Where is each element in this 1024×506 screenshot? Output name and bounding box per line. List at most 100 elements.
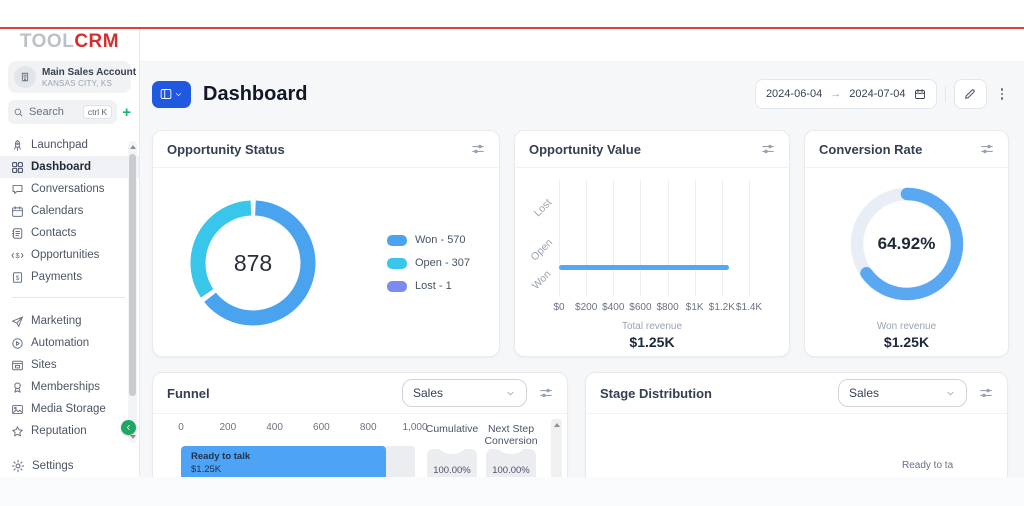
sidebar-item-marketing[interactable]: Marketing (0, 310, 139, 332)
stage-value: $1.25K (191, 464, 222, 475)
stage-name: Ready to talk (191, 451, 251, 462)
send-icon (11, 315, 24, 328)
gridline (721, 180, 723, 296)
stage-distribution-chart: Ready to ta (586, 414, 1007, 477)
svg-text:$: $ (15, 251, 19, 260)
sidebar-item-media-storage[interactable]: Media Storage (0, 398, 139, 420)
automation-icon (11, 337, 24, 350)
x-tick-label: 600 (313, 422, 330, 433)
date-start[interactable]: 2024-06-04 (765, 88, 823, 100)
sidebar-item-settings[interactable]: Settings (0, 455, 139, 477)
opportunity-value-card: Opportunity Value Lost Open Won $0 $200 $4… (514, 130, 790, 357)
logo: TOOLCRM (0, 29, 139, 54)
select-value: Sales (849, 386, 880, 400)
legend-swatch (387, 257, 407, 269)
sidebar-collapse-button[interactable] (121, 420, 136, 435)
sidebar-item-contacts[interactable]: Contacts (0, 222, 139, 244)
logo-red: CRM (74, 30, 120, 52)
sliders-icon[interactable] (539, 386, 553, 400)
x-tick-label: 400 (266, 422, 283, 433)
sidebar: TOOLCRM Main Sales Account KANSAS CITY, … (0, 29, 150, 477)
legend-item: Won - 570 (387, 234, 470, 246)
x-tick-label: $1.4K (735, 302, 763, 313)
main-content: Dashboard 2024-06-04 → 2024-07-04 (140, 62, 1024, 477)
opportunities-icon: $ (11, 249, 24, 262)
calendar-icon (914, 88, 926, 100)
gridline (586, 180, 588, 296)
y-axis-label: Open (528, 236, 556, 264)
sliders-icon[interactable] (761, 142, 775, 156)
gridline (640, 180, 642, 296)
x-tick-label: 200 (219, 422, 237, 433)
search-input[interactable]: Search ctrl K (8, 100, 118, 125)
quick-add-button[interactable]: + (122, 103, 131, 121)
account-name: Main Sales Account (42, 66, 137, 78)
card-title: Opportunity Status (167, 141, 285, 157)
date-range-picker[interactable]: 2024-06-04 → 2024-07-04 (754, 79, 937, 109)
chevron-down-icon (505, 388, 516, 399)
date-end[interactable]: 2024-07-04 (849, 88, 906, 100)
sidebar-nav-secondary: Marketing Automation Sites Memberships Media… (0, 310, 139, 442)
sliders-icon[interactable] (980, 142, 994, 156)
won-value-bar[interactable] (559, 265, 729, 270)
scroll-down-icon[interactable] (129, 435, 136, 439)
sidebar-item-memberships[interactable]: Memberships (0, 376, 139, 398)
column-header: Next Step Conversion (484, 423, 538, 448)
scroll-up-icon[interactable] (553, 423, 560, 427)
y-axis-label: Lost (531, 196, 555, 220)
edit-dashboard-button[interactable] (953, 79, 987, 109)
sidebar-item-launchpad[interactable]: Launchpad (0, 134, 139, 156)
search-icon (13, 107, 24, 118)
sliders-icon[interactable] (979, 386, 993, 400)
legend-swatch (387, 280, 407, 292)
x-tick-label: 0 (178, 422, 184, 433)
grid-icon (11, 161, 24, 174)
sidebar-item-conversations[interactable]: Conversations (0, 178, 139, 200)
chevron-down-icon (174, 90, 183, 99)
sidebar-item-automation[interactable]: Automation (0, 332, 139, 354)
account-switcher[interactable]: Main Sales Account KANSAS CITY, KS (8, 61, 150, 94)
donut-total: 878 (233, 249, 273, 276)
y-axis-label: Won (529, 268, 554, 292)
sites-icon (11, 359, 24, 372)
opportunity-status-donut: 878 (183, 193, 323, 333)
scrollbar-thumb[interactable] (129, 154, 136, 396)
sidebar-item-calendars[interactable]: Calendars (0, 200, 139, 222)
x-tick-label: $600 (629, 302, 652, 313)
gear-icon (11, 459, 25, 473)
account-location: KANSAS CITY, KS (42, 78, 112, 88)
sidebar-item-dashboard[interactable]: Dashboard (0, 156, 139, 179)
gridline (749, 180, 750, 296)
funnel-scrollbar[interactable] (551, 419, 562, 477)
sliders-icon[interactable] (471, 142, 485, 156)
sidebar-nav-primary: Launchpad Dashboard Conversations Calendars… (0, 134, 139, 288)
sidebar-item-payments[interactable]: $ Payments (0, 266, 139, 288)
svg-text:$: $ (16, 275, 20, 282)
more-options-button[interactable] (995, 84, 1010, 104)
logo-gray: TOOL (19, 30, 75, 52)
x-tick-label: $0 (553, 302, 565, 313)
dashboard-layout-button[interactable] (152, 80, 191, 108)
sidebar-item-sites[interactable]: Sites (0, 354, 139, 376)
toolbar-divider (944, 86, 946, 102)
funnel-stage-bar[interactable]: Ready to talk $1.25K (181, 446, 387, 477)
column-header: Cumulative (425, 423, 479, 435)
gauge-value: 64.92% (877, 234, 936, 253)
sidebar-item-reputation[interactable]: Reputation (0, 420, 139, 442)
scroll-up-icon[interactable] (129, 145, 136, 149)
footer-value: $1.25K (883, 334, 930, 350)
sidebar-item-opportunities[interactable]: $ Opportunities (0, 244, 139, 266)
x-tick-label: $400 (602, 302, 625, 313)
conversion-rate-card: Conversion Rate 64.92% Won revenue $1.25… (804, 130, 1009, 357)
x-axis-ticks: $0 $200 $400 $600 $800 $1K $1.2K $1.4K (553, 302, 762, 314)
sidebar-scrollbar[interactable] (128, 141, 137, 443)
stage-pipeline-select[interactable]: Sales (838, 379, 967, 407)
medal-icon (11, 381, 24, 394)
contacts-icon (11, 227, 24, 240)
x-tick-label: $1.2K (708, 302, 735, 313)
payments-icon: $ (11, 271, 24, 284)
funnel-pipeline-select[interactable]: Sales (402, 379, 527, 407)
image-icon (11, 403, 24, 416)
gridline (559, 180, 560, 296)
account-avatar-building-icon (14, 66, 36, 89)
